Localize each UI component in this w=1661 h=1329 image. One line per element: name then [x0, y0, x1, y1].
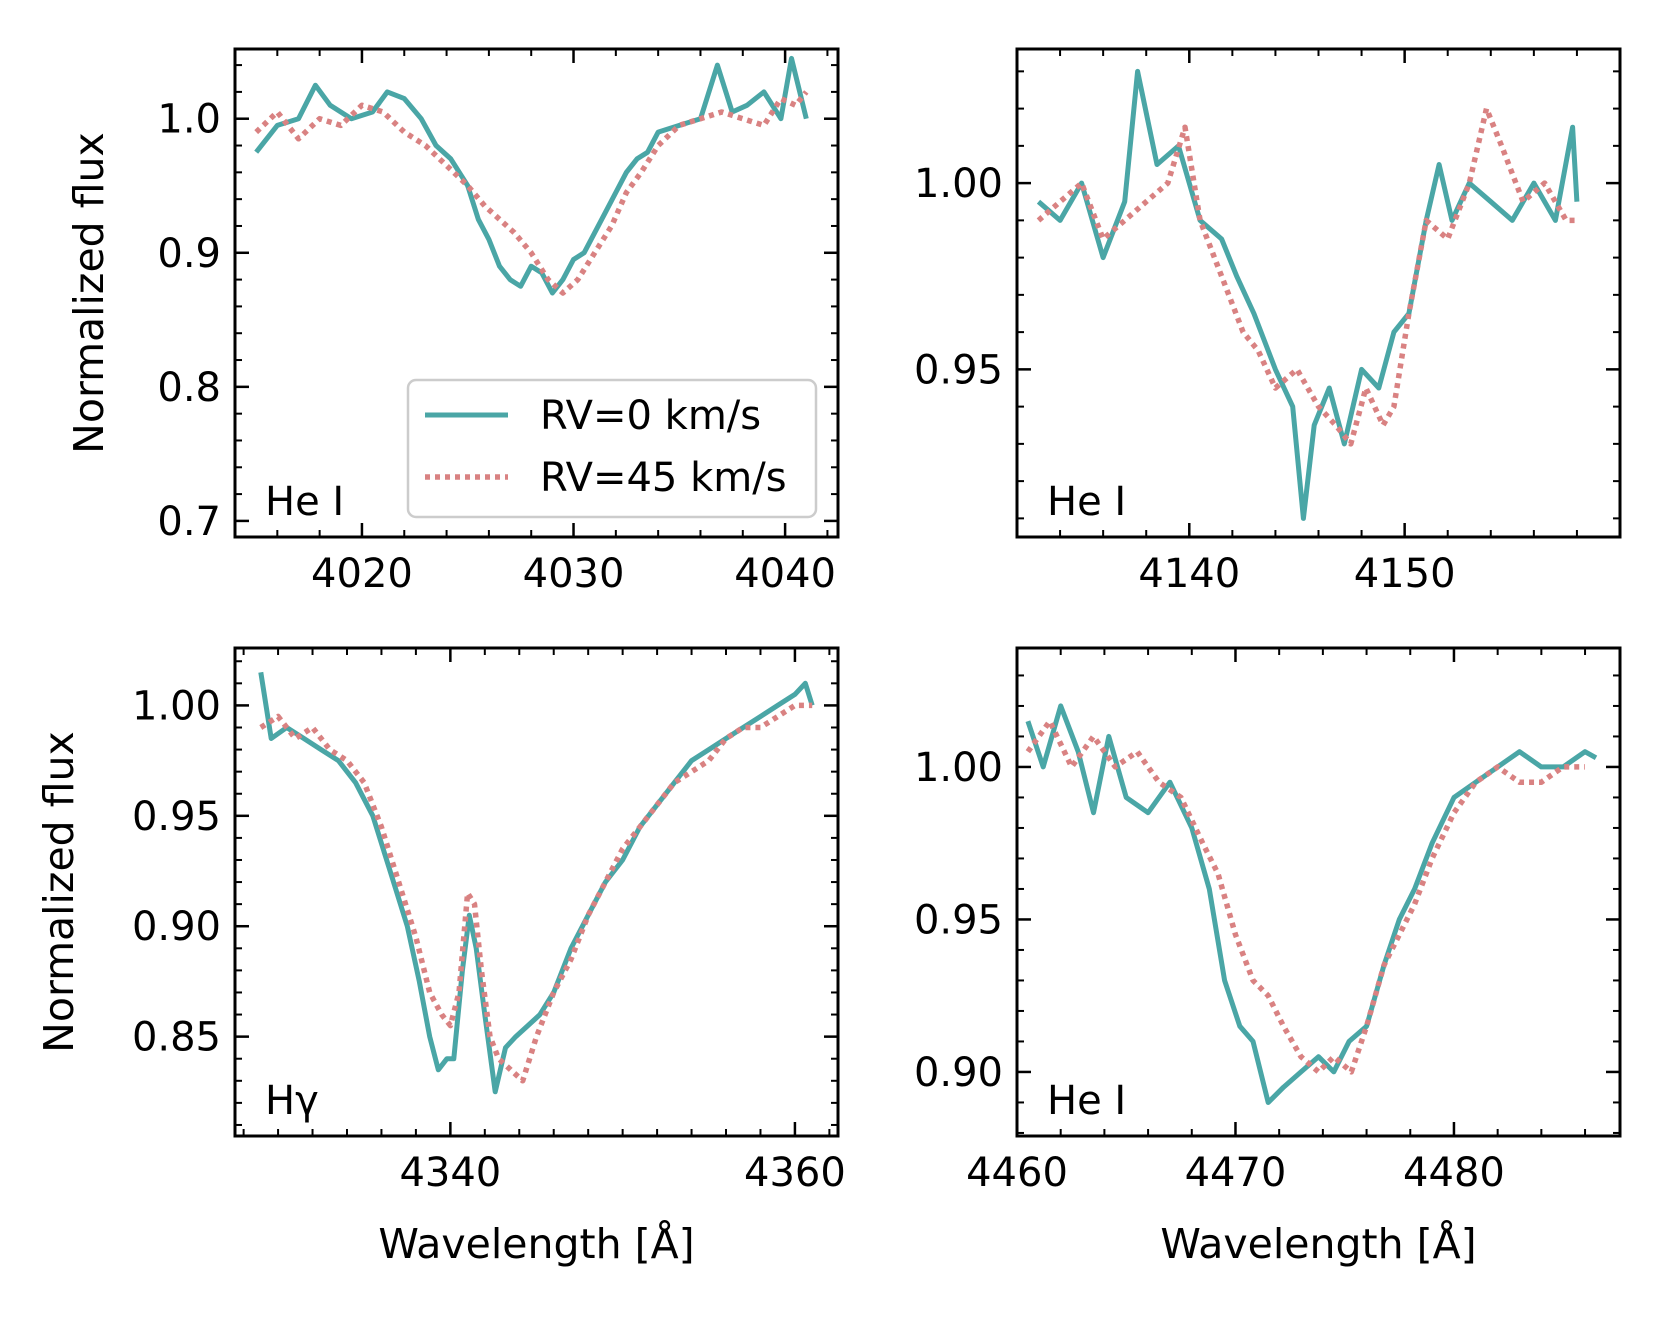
x-tick-label: 4470: [1185, 1150, 1287, 1196]
series-line-rv45: [254, 90, 809, 296]
plot-area: [254, 55, 809, 296]
y-tick-label: 0.90: [132, 904, 221, 950]
legend: RV=0 km/s RV=45 km/s: [406, 378, 818, 519]
plot-area: [1036, 68, 1580, 521]
y-axis-label: Normalized flux: [65, 132, 113, 454]
legend-box: [406, 378, 818, 519]
x-tick-label: 4020: [311, 551, 413, 597]
panel-label: Hγ: [265, 1078, 319, 1124]
panel-1: 4020 4030 4040 0.7 0.8 0.9 1.0 He I Normalized f…: [65, 47, 840, 597]
x-tick-label: 4150: [1354, 551, 1456, 597]
y-tick-label: 0.7: [157, 499, 221, 545]
plot-area: [1025, 703, 1598, 1105]
y-tick-label: 0.95: [132, 794, 221, 840]
series-line-rv0: [1036, 68, 1580, 521]
x-tick-label: 4030: [523, 551, 625, 597]
legend-entry-label: RV=45 km/s: [540, 455, 787, 501]
y-tick-label: 0.95: [914, 897, 1003, 943]
y-tick-label: 1.00: [132, 683, 221, 729]
panel-label: He I: [265, 479, 344, 525]
y-axis-label: Normalized flux: [35, 731, 83, 1053]
x-tick-label: 4360: [744, 1150, 846, 1196]
series-line-rv45: [1025, 718, 1585, 1075]
series-line-rv45: [1036, 105, 1577, 447]
y-tick-label: 1.0: [157, 97, 221, 143]
panel-2: 4140 4150 0.95 1.00 He I: [914, 47, 1622, 597]
plot-area: [258, 671, 815, 1095]
axes-frame: [1015, 646, 1622, 1138]
panel-3: 4340 4360 0.85 0.90 0.95 1.00 Hγ Normalized flu…: [35, 646, 846, 1268]
series-line-rv0: [258, 671, 815, 1095]
panel-label: He I: [1047, 1078, 1126, 1124]
x-tick-label: 4480: [1403, 1150, 1505, 1196]
series-line-rv45: [259, 702, 813, 1084]
x-tick-label: 4040: [734, 551, 836, 597]
panel-label: He I: [1047, 479, 1126, 525]
axes-frame: [233, 47, 840, 539]
panel-4: 4460 4470 4480 0.90 0.95 1.00 He I Wavelength […: [914, 646, 1622, 1268]
x-axis-label: Wavelength [Å]: [378, 1220, 694, 1268]
x-tick-label: 4460: [966, 1150, 1068, 1196]
series-line-rv0: [254, 55, 809, 296]
legend-entry-label: RV=0 km/s: [540, 393, 761, 439]
y-tick-label: 1.00: [914, 745, 1003, 791]
y-tick-label: 0.85: [132, 1015, 221, 1061]
x-axis-label: Wavelength [Å]: [1160, 1220, 1476, 1268]
axes-frame: [1015, 47, 1622, 539]
x-tick-label: 4140: [1138, 551, 1240, 597]
y-tick-label: 0.9: [157, 231, 221, 277]
y-tick-label: 0.95: [914, 347, 1003, 393]
axes-frame: [233, 646, 840, 1138]
y-tick-label: 1.00: [914, 161, 1003, 207]
y-tick-label: 0.90: [914, 1050, 1003, 1096]
y-tick-label: 0.8: [157, 365, 221, 411]
x-tick-label: 4340: [399, 1150, 501, 1196]
